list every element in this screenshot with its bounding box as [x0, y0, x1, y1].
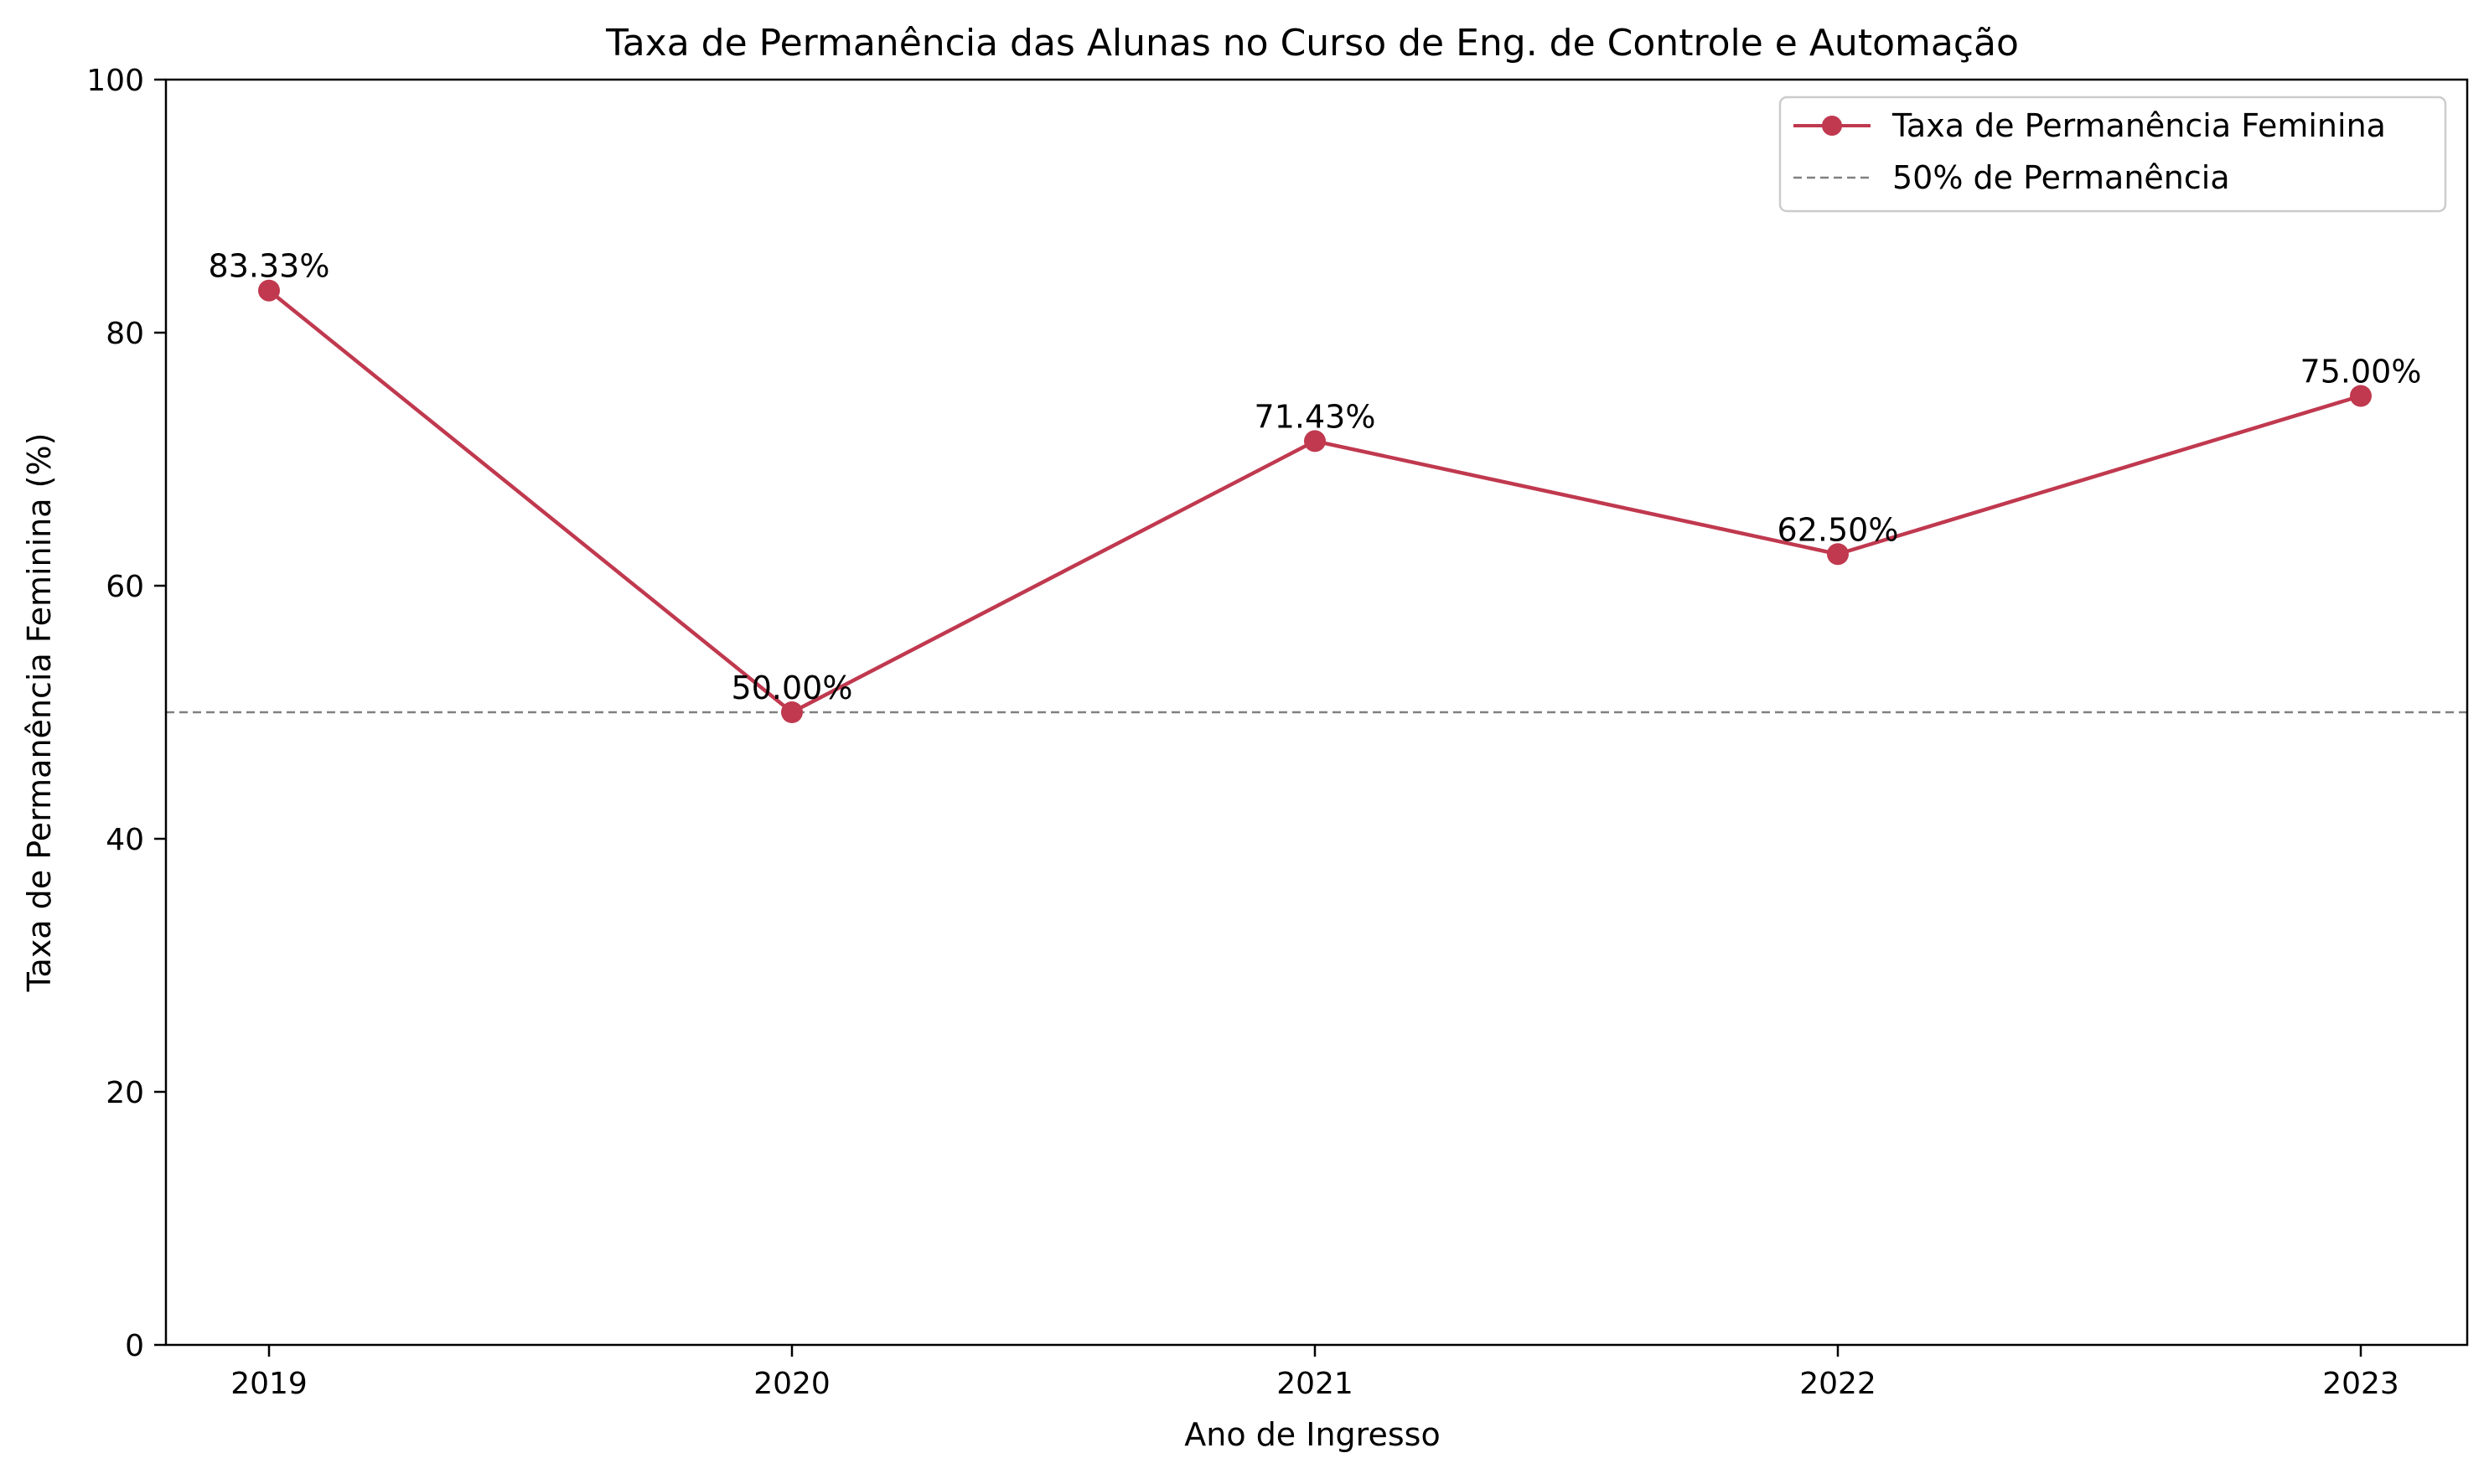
x-tick-label: 2023 — [2322, 1367, 2399, 1401]
y-tick-label: 100 — [86, 64, 144, 98]
data-label: 75.00% — [2300, 354, 2422, 390]
y-axis: 0 20 40 60 80 100 — [86, 64, 166, 1363]
data-label: 50.00% — [732, 670, 853, 706]
data-point — [1827, 543, 1849, 566]
data-point — [2350, 385, 2372, 407]
data-label: 83.33% — [209, 248, 330, 285]
x-axis-label: Ano de Ingresso — [1184, 1416, 1440, 1453]
legend-series-label: Taxa de Permanência Feminina — [1891, 107, 2386, 144]
data-point — [781, 701, 803, 723]
legend-series-marker — [1822, 116, 1842, 136]
plot-background — [166, 80, 2467, 1345]
x-tick-label: 2019 — [230, 1367, 308, 1401]
legend: Taxa de Permanência Feminina 50% de Perm… — [1778, 96, 2447, 213]
x-axis: 2019 2020 2021 2022 2023 — [230, 1345, 2399, 1401]
data-label: 62.50% — [1777, 511, 1899, 548]
data-point — [1304, 430, 1326, 452]
plot-frame — [164, 78, 2469, 1347]
y-tick-label: 0 — [125, 1329, 144, 1363]
legend-box — [1778, 96, 2447, 213]
x-tick-label: 2021 — [1276, 1367, 1353, 1401]
plot-area — [166, 80, 2467, 1345]
chart-title: Taxa de Permanência das Alunas no Curso … — [605, 22, 2019, 65]
series-layer — [258, 279, 2372, 723]
x-tick-label: 2022 — [1799, 1367, 1876, 1401]
y-tick-label: 40 — [106, 823, 144, 857]
x-tick-label: 2020 — [753, 1367, 831, 1401]
data-label: 71.43% — [1255, 398, 1376, 435]
y-tick-label: 20 — [106, 1076, 144, 1110]
y-tick-label: 60 — [106, 570, 144, 604]
data-labels-layer: 83.33% 50.00% 71.43% 62.50% 75.00% — [209, 248, 2422, 706]
legend-reference-label: 50% de Permanência — [1892, 159, 2230, 196]
y-tick-label: 80 — [106, 317, 144, 351]
y-axis-label: Taxa de Permanência Feminina (%) — [21, 433, 58, 993]
data-point — [258, 279, 280, 302]
